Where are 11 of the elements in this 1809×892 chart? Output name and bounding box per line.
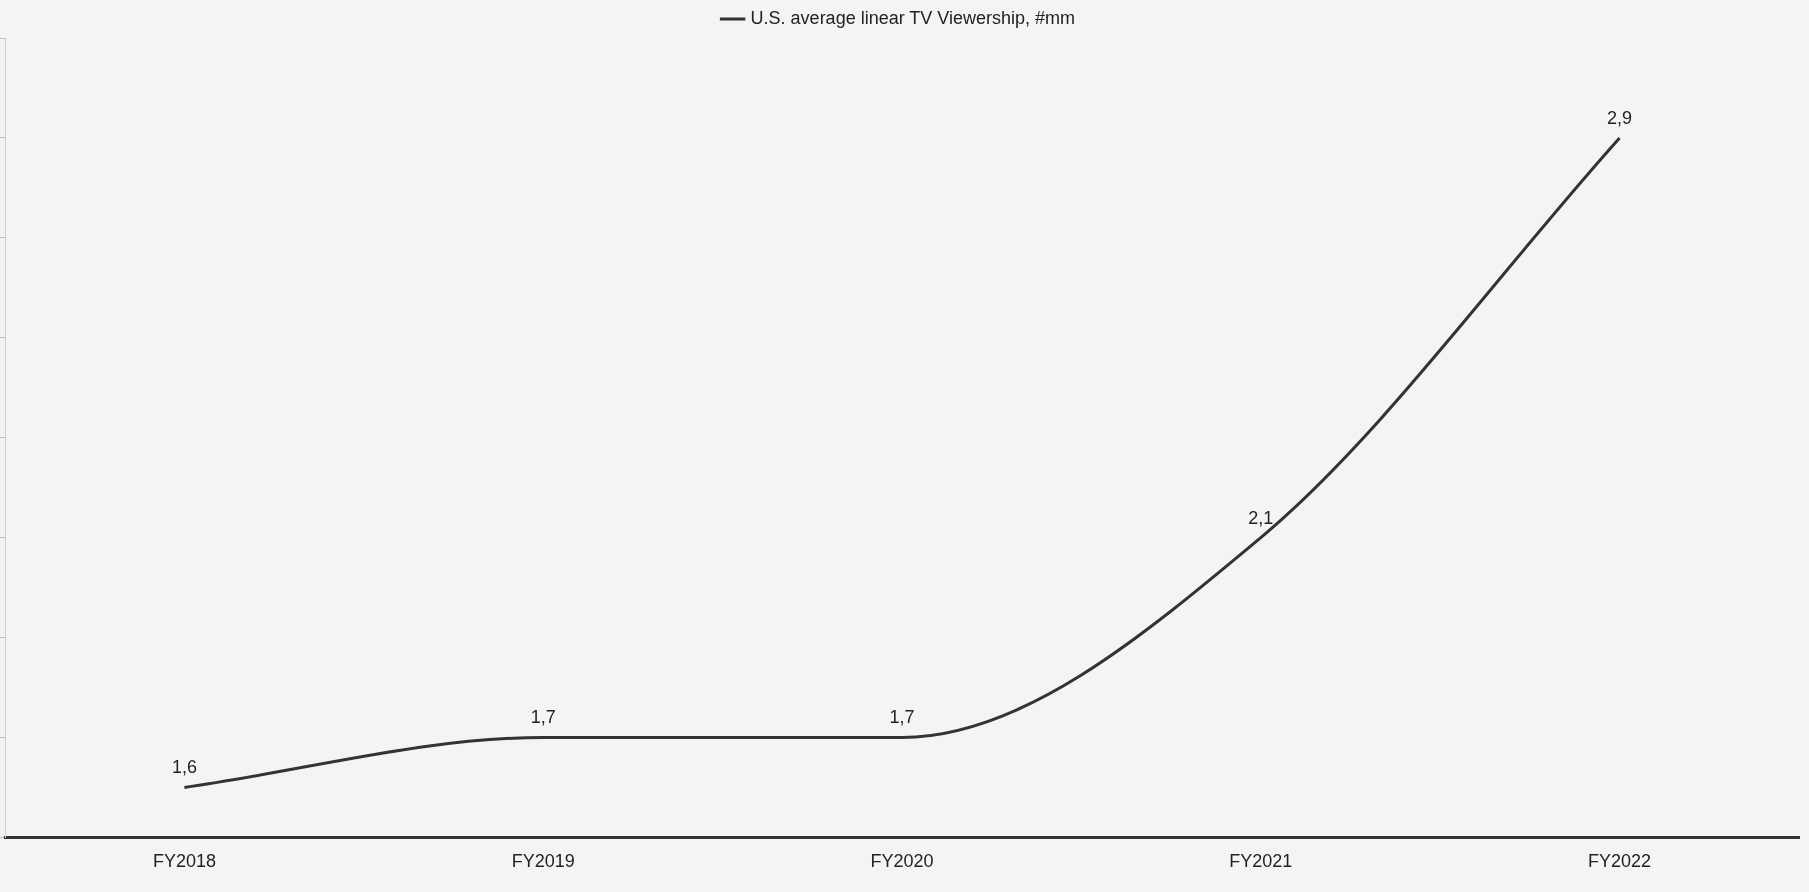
data-label: 1,7 xyxy=(889,707,915,728)
data-label: 2,9 xyxy=(1607,107,1633,128)
x-tick-label: FY2021 xyxy=(1229,851,1293,872)
data-label: 1,7 xyxy=(530,707,556,728)
x-tick-label: FY2018 xyxy=(152,851,216,872)
data-label: 2,1 xyxy=(1248,507,1274,528)
legend-label: U.S. average linear TV Viewership, #mm xyxy=(750,7,1076,28)
x-tick-label: FY2022 xyxy=(1588,851,1652,872)
x-tick-label: FY2020 xyxy=(870,851,934,872)
data-label: 1,6 xyxy=(171,757,197,778)
x-tick-label: FY2019 xyxy=(511,851,575,872)
